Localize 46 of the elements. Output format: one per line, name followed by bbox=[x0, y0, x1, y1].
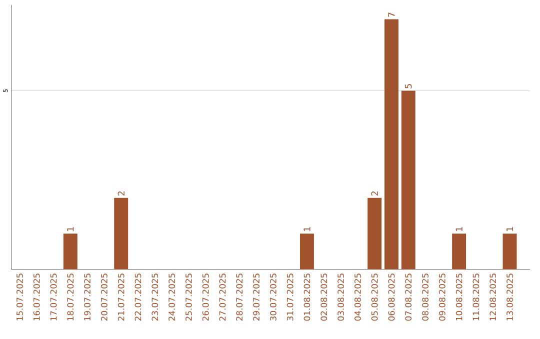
bar bbox=[63, 234, 78, 270]
x-tick-label: 05.08.2025 bbox=[371, 274, 378, 321]
bar bbox=[384, 19, 398, 270]
x-tick-label: 06.08.2025 bbox=[388, 274, 395, 321]
data-label: 7 bbox=[388, 12, 395, 17]
x-tick-label: 11.08.2025 bbox=[472, 274, 480, 320]
data-label: 2 bbox=[118, 191, 124, 196]
data-label: 1 bbox=[456, 226, 462, 231]
bar bbox=[114, 198, 128, 270]
x-tick-label: 30.07.2025 bbox=[270, 274, 276, 321]
x-tick-label: 31.07.2025 bbox=[286, 274, 294, 321]
data-label: 1 bbox=[506, 226, 514, 231]
bar bbox=[401, 90, 416, 270]
x-tick-label: 21.07.2025 bbox=[118, 274, 124, 321]
bar bbox=[452, 234, 466, 270]
x-tick-label: 23.07.2025 bbox=[152, 274, 158, 321]
x-tick-label: 20.07.2025 bbox=[101, 274, 108, 321]
data-label: 1 bbox=[304, 226, 310, 231]
x-tick-label: 07.08.2025 bbox=[405, 274, 412, 321]
x-tick-label: 28.07.2025 bbox=[236, 274, 243, 321]
bar bbox=[300, 234, 314, 270]
x-tick-label: 19.07.2025 bbox=[84, 274, 90, 320]
x-tick-label: 13.08.2025 bbox=[506, 274, 513, 320]
x-tick-label: 04.08.2025 bbox=[354, 274, 361, 321]
x-tick-label: 17.07.2025 bbox=[50, 274, 57, 320]
data-label: 1 bbox=[67, 226, 74, 231]
bar bbox=[502, 234, 517, 270]
x-tick-label: 03.08.2025 bbox=[338, 274, 344, 321]
bar bbox=[368, 198, 382, 270]
data-label: 2 bbox=[371, 191, 378, 196]
x-tick-label: 02.08.2025 bbox=[320, 274, 328, 321]
x-tick-label: 25.07.2025 bbox=[186, 274, 192, 321]
x-tick-label: 09.08.2025 bbox=[438, 274, 446, 321]
x-tick-label: 16.07.2025 bbox=[33, 274, 40, 320]
data-label: 5 bbox=[405, 84, 412, 88]
x-tick-label: 24.07.2025 bbox=[168, 274, 175, 321]
x-tick-label: 29.07.2025 bbox=[253, 274, 260, 321]
x-tick-label: 12.08.2025 bbox=[490, 274, 496, 320]
x-tick-label: 01.08.2025 bbox=[304, 274, 310, 321]
x-tick-label: 18.07.2025 bbox=[67, 274, 74, 320]
x-tick-label: 10.08.2025 bbox=[456, 274, 462, 320]
x-tick-label: 26.07.2025 bbox=[202, 274, 209, 321]
x-tick-label: 27.07.2025 bbox=[219, 274, 226, 321]
x-tick-label: 08.08.2025 bbox=[422, 274, 428, 321]
x-tick-label: 15.07.2025 bbox=[16, 274, 23, 320]
x-tick-label: 22.07.2025 bbox=[134, 274, 142, 321]
